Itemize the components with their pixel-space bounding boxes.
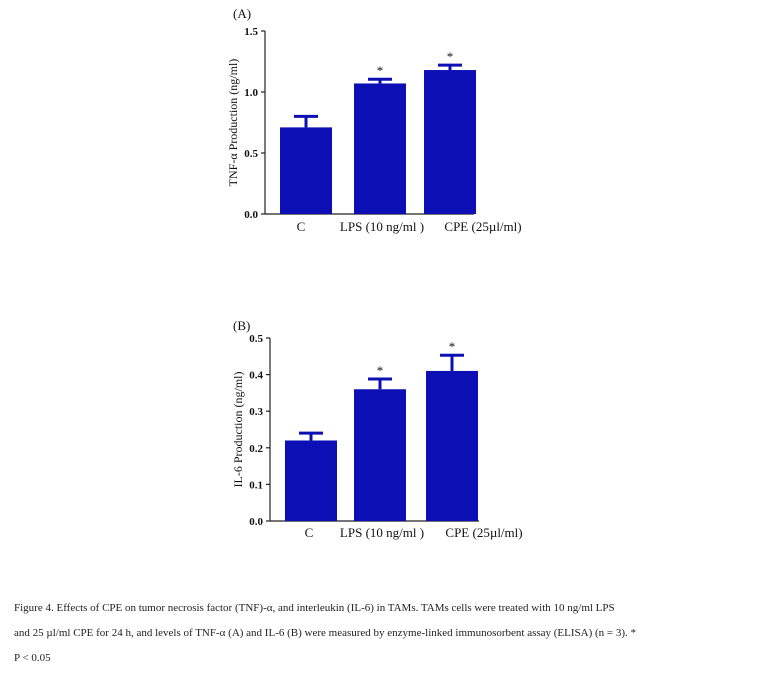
caption-line-1: Figure 4. Effects of CPE on tumor necros…: [14, 602, 615, 614]
y-tick-label: 1.0: [244, 87, 258, 99]
chart-panel-b: (B) 0.0 0.1 0.2 0.3 0.4 0.5 IL-6 Production (ng…: [231, 318, 523, 540]
category-label: LPS (10 ng/ml ): [340, 219, 424, 234]
bar: [354, 83, 406, 215]
bar: [424, 70, 476, 214]
y-tick-label: 0.2: [249, 443, 263, 455]
category-label: C: [297, 219, 306, 234]
y-tick-label: 0.4: [249, 370, 263, 382]
category-label: C: [305, 525, 314, 540]
panel-label: (A): [233, 6, 251, 21]
category-label: LPS (10 ng/ml ): [340, 525, 424, 540]
y-axis-title: TNF-α Production (ng/ml): [226, 59, 240, 187]
significance-marker: *: [447, 49, 454, 64]
figure-caption: Figure 4. Effects of CPE on tumor necros…: [14, 596, 759, 671]
y-tick-label: 0.0: [244, 209, 258, 221]
y-tick-label: 1.5: [244, 26, 258, 38]
caption-line-2: and 25 µl/ml CPE for 24 h, and levels of…: [14, 627, 637, 639]
y-tick-label: 0.5: [244, 148, 258, 160]
significance-marker: *: [377, 363, 384, 378]
y-tick-label: 0.5: [249, 333, 263, 345]
bar: [280, 127, 332, 214]
significance-marker: *: [377, 63, 384, 78]
y-axis-title: IL-6 Production (ng/ml): [231, 372, 245, 488]
bar: [426, 370, 478, 521]
chart-panel-a: (A) 0.0 0.5 1.0 1.5 TNF-α Production (ng/ml) C…: [226, 6, 522, 234]
category-label: CPE (25µl/ml): [445, 525, 522, 540]
y-tick-label: 0.0: [249, 516, 263, 528]
bar: [354, 389, 406, 521]
significance-marker: *: [449, 339, 456, 354]
y-tick-label: 0.3: [249, 406, 263, 418]
panel-label: (B): [233, 318, 250, 333]
caption-line-3: P < 0.05: [14, 652, 51, 664]
category-label: CPE (25µl/ml): [444, 219, 521, 234]
bar: [285, 440, 337, 521]
y-tick-label: 0.1: [249, 479, 263, 491]
